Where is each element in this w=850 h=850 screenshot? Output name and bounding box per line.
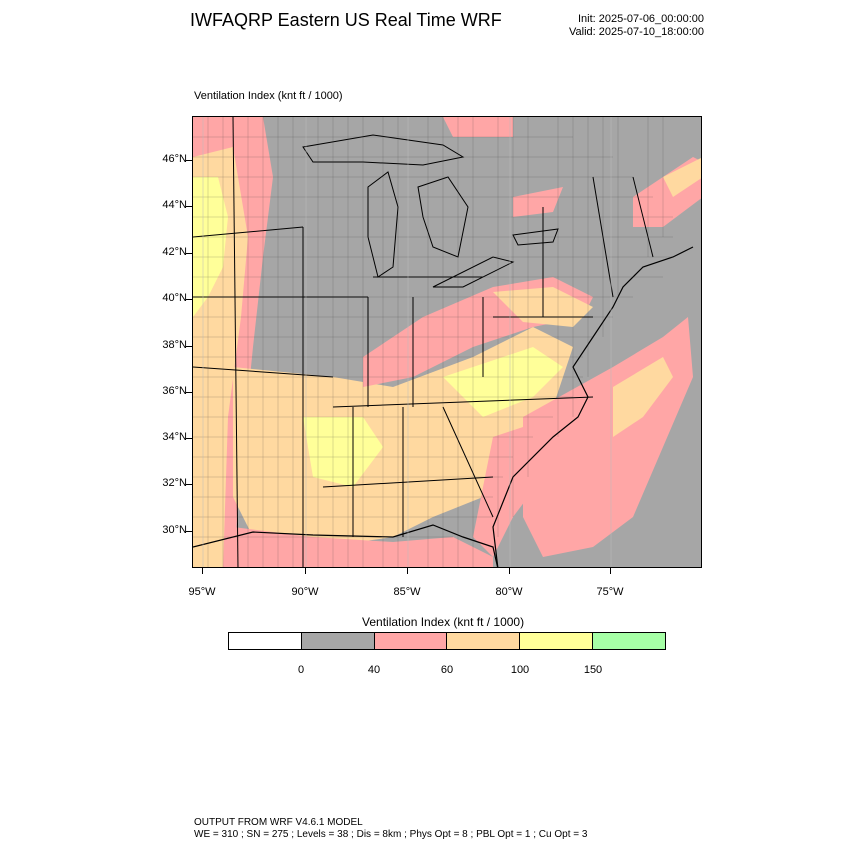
legend-label-40: 40 (367, 664, 381, 676)
footer-line-1: OUTPUT FROM WRF V4.6.1 MODEL (194, 817, 363, 828)
lat-label-36: 36°N (162, 385, 187, 397)
lat-tick (186, 299, 192, 300)
legend-label-150: 150 (583, 664, 603, 676)
lon-label-75: 75°W (596, 586, 624, 598)
pink-region-north (443, 117, 513, 137)
footer-line-2: WE = 310 ; SN = 275 ; Levels = 38 ; Dis … (194, 829, 588, 840)
legend-box-60-100 (447, 633, 521, 649)
map-frame (192, 116, 702, 568)
lat-label-34: 34°N (162, 431, 187, 443)
legend-label-60: 60 (440, 664, 454, 676)
lat-tick (186, 392, 192, 393)
lon-tick (509, 568, 510, 574)
lat-label-32: 32°N (162, 477, 187, 489)
map-title: IWFAQRP Eastern US Real Time WRF (190, 10, 502, 30)
legend-label-100: 100 (510, 664, 530, 676)
lon-tick (202, 568, 203, 574)
lon-tick (305, 568, 306, 574)
legend-box-100-150 (520, 633, 594, 649)
ventilation-index-map (193, 117, 701, 567)
orange-region-maine (663, 158, 701, 197)
valid-time: Valid: 2025-07-10_18:00:00 (569, 26, 704, 38)
lat-label-42: 42°N (162, 246, 187, 258)
lat-tick (186, 206, 192, 207)
legend-colorbar (228, 632, 666, 650)
lat-label-40: 40°N (162, 292, 187, 304)
lat-label-38: 38°N (162, 339, 187, 351)
lat-label-44: 44°N (162, 199, 187, 211)
lat-tick (186, 346, 192, 347)
lon-label-80: 80°W (495, 586, 523, 598)
lon-label-90: 90°W (291, 586, 319, 598)
legend-box-below-0 (229, 633, 302, 649)
lon-tick (610, 568, 611, 574)
yellow-region-west (193, 177, 228, 317)
init-valid-times: Init: 2025-07-06_00:00:00 Valid: 2025-07… (569, 13, 704, 39)
lon-label-85: 85°W (393, 586, 421, 598)
lat-tick (186, 531, 192, 532)
lat-tick (186, 253, 192, 254)
legend-label-0: 0 (297, 664, 305, 676)
legend-title: Ventilation Index (knt ft / 1000) (362, 615, 525, 629)
pink-region-ontario (513, 187, 563, 217)
lat-label-46: 46°N (162, 153, 187, 165)
lon-label-95: 95°W (188, 586, 216, 598)
lon-tick (407, 568, 408, 574)
lat-label-30: 30°N (162, 524, 187, 536)
lat-tick (186, 438, 192, 439)
lat-tick (186, 484, 192, 485)
model-footer: OUTPUT FROM WRF V4.6.1 MODEL WE = 310 ; … (194, 817, 587, 841)
legend-box-40-60 (374, 633, 448, 649)
legend-box-0-40 (301, 633, 375, 649)
panel-title: Ventilation Index (knt ft / 1000) (194, 90, 343, 102)
legend-box-above-150 (593, 633, 665, 649)
lat-tick (186, 160, 192, 161)
graticule (202, 117, 612, 567)
orange-region-atlantic (613, 357, 673, 437)
county-grid (193, 117, 673, 567)
init-time: Init: 2025-07-06_00:00:00 (578, 13, 704, 25)
